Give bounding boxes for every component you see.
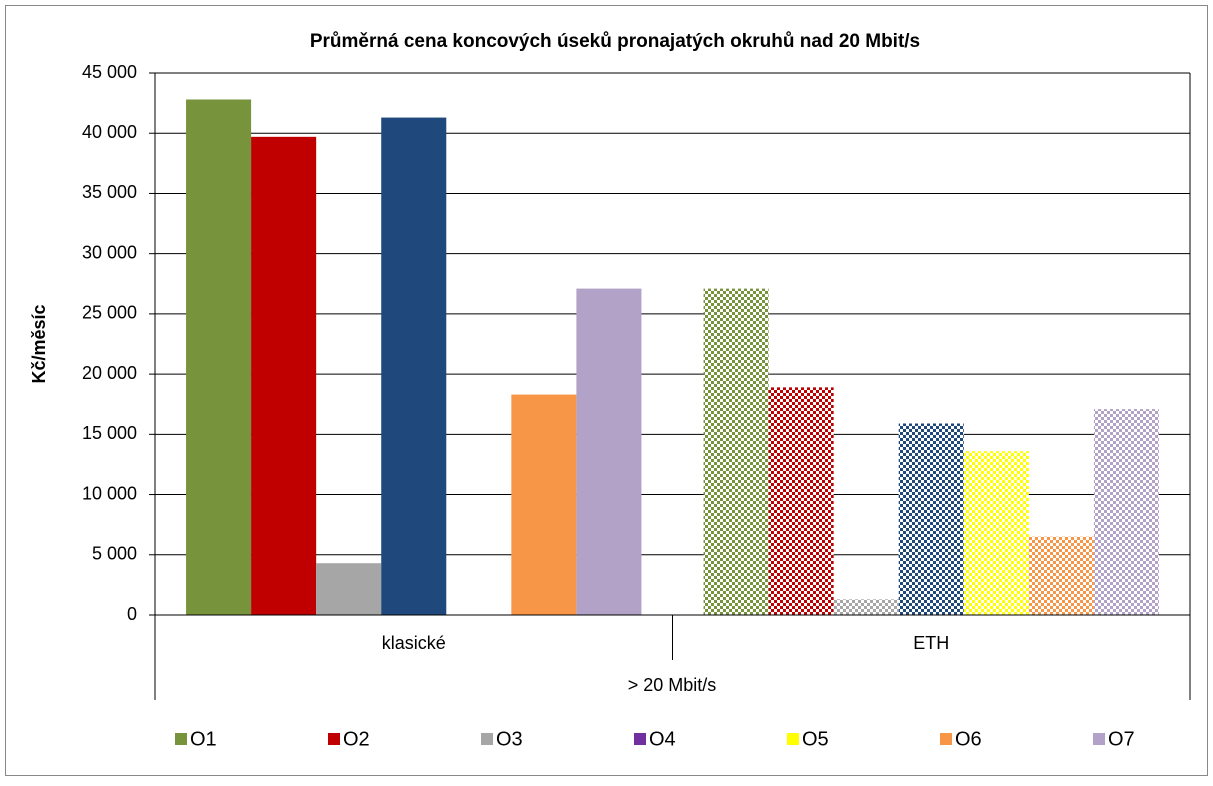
y-tick-label: 25 000: [82, 303, 137, 323]
bar: [833, 599, 899, 615]
x-group-label: > 20 Mbit/s: [628, 675, 717, 695]
y-tick-label: 20 000: [82, 363, 137, 383]
legend-label: O1: [190, 728, 217, 750]
bar: [703, 288, 769, 615]
bar: [251, 136, 317, 615]
y-tick-label: 30 000: [82, 242, 137, 262]
legend-label: O2: [343, 728, 370, 750]
legend-label: O6: [955, 728, 982, 750]
y-tick-label: 0: [127, 604, 137, 624]
y-tick-label: 5 000: [92, 544, 137, 564]
legend-label: O5: [802, 728, 829, 750]
bar: [898, 423, 964, 615]
legend-label: O3: [496, 728, 523, 750]
x-tick-label: klasické: [382, 633, 446, 653]
y-tick-label: 40 000: [82, 122, 137, 142]
legend-swatch: [1093, 733, 1105, 745]
legend-swatch: [787, 733, 799, 745]
legend-swatch: [328, 733, 340, 745]
x-tick-label: ETH: [913, 633, 949, 653]
chart-title: Průměrná cena koncových úseků pronajatýc…: [310, 31, 920, 52]
y-tick-label: 15 000: [82, 423, 137, 443]
legend-swatch: [940, 733, 952, 745]
bar: [511, 394, 577, 615]
y-tick-label: 45 000: [82, 62, 137, 82]
bar: [576, 288, 642, 615]
legend-swatch: [175, 733, 187, 745]
legend-label: O4: [649, 728, 676, 750]
bar: [186, 99, 252, 615]
legend-swatch: [481, 733, 493, 745]
bar: [1028, 536, 1094, 615]
y-axis-label: Kč/měsíc: [29, 304, 49, 383]
bar: [316, 563, 382, 615]
bar: [963, 451, 1029, 615]
y-tick-label: 35 000: [82, 182, 137, 202]
y-tick-label: 10 000: [82, 483, 137, 503]
bar: [1093, 409, 1159, 615]
bar: [768, 387, 834, 615]
bar: [381, 117, 447, 615]
legend-swatch: [634, 733, 646, 745]
legend-label: O7: [1108, 728, 1135, 750]
